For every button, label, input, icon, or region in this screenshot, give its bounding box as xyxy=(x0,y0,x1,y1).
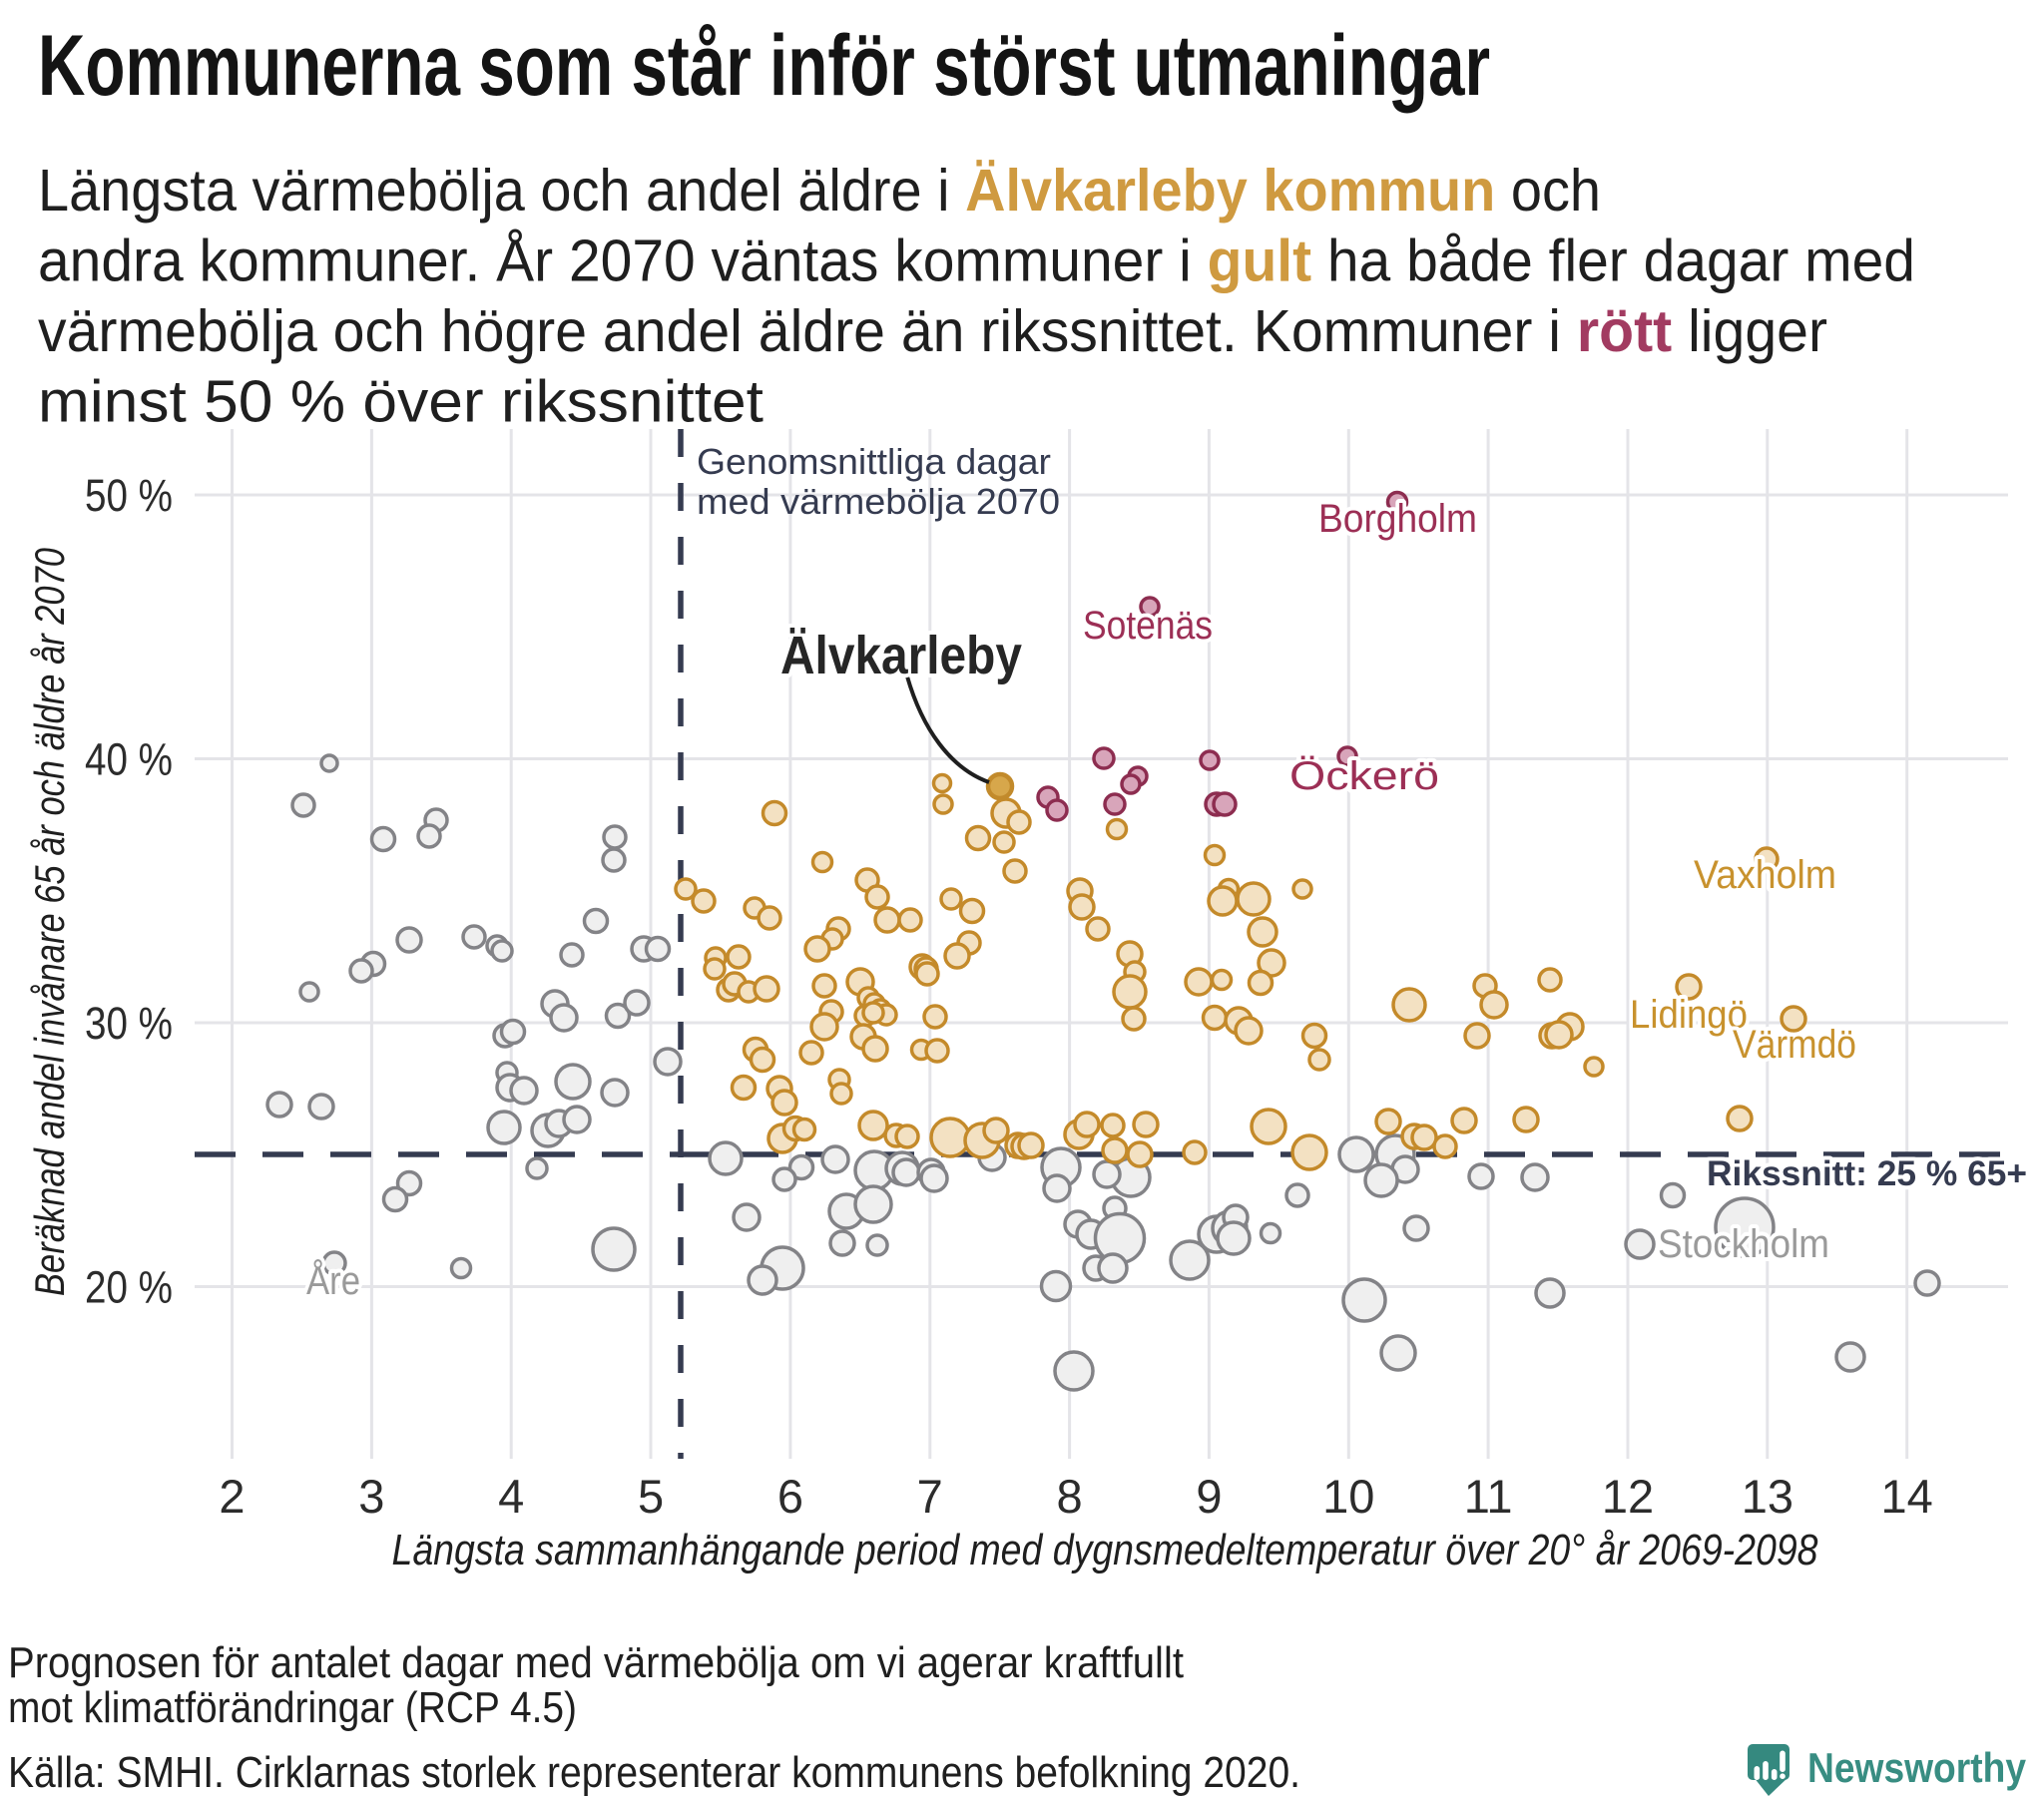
svg-text:4: 4 xyxy=(498,1470,524,1523)
svg-text:Newsworthy: Newsworthy xyxy=(1807,1744,2027,1791)
svg-text:20 %: 20 % xyxy=(85,1262,173,1313)
svg-text:5: 5 xyxy=(638,1470,664,1523)
svg-text:Åre: Åre xyxy=(306,1258,360,1303)
svg-text:3: 3 xyxy=(358,1470,384,1523)
svg-text:Rikssnitt: 25 % 65+: Rikssnitt: 25 % 65+ xyxy=(1707,1154,2027,1193)
svg-text:mot klimatförändringar (RCP 4.: mot klimatförändringar (RCP 4.5) xyxy=(8,1683,577,1732)
svg-text:11: 11 xyxy=(1464,1470,1513,1523)
svg-text:Källa: SMHI. Cirklarnas storle: Källa: SMHI. Cirklarnas storlek represen… xyxy=(8,1748,1300,1796)
svg-text:Borgholm: Borgholm xyxy=(1318,497,1477,541)
svg-text:Längsta värmebölja och andel ä: Längsta värmebölja och andel äldre i Älv… xyxy=(38,158,1601,224)
svg-text:12: 12 xyxy=(1602,1470,1654,1523)
svg-text:13: 13 xyxy=(1742,1470,1793,1523)
svg-text:andra kommuner. År 2070 väntas: andra kommuner. År 2070 väntas kommuner … xyxy=(38,228,1915,294)
svg-text:Längsta sammanhängande period: Längsta sammanhängande period med dygnsm… xyxy=(392,1526,1818,1574)
svg-text:Beräknad andel invånare 65 år: Beräknad andel invånare 65 år och äldre … xyxy=(26,547,73,1296)
svg-text:värmebölja och högre andel äld: värmebölja och högre andel äldre än riks… xyxy=(38,298,1827,364)
svg-text:8: 8 xyxy=(1057,1470,1083,1523)
svg-text:6: 6 xyxy=(777,1470,803,1523)
svg-text:Kommunerna som står inför stör: Kommunerna som står inför störst utmanin… xyxy=(38,18,1490,114)
svg-text:Värmdö: Värmdö xyxy=(1733,1023,1856,1067)
svg-text:Stockholm: Stockholm xyxy=(1658,1222,1829,1266)
svg-text:10: 10 xyxy=(1322,1470,1374,1523)
svg-text:9: 9 xyxy=(1196,1470,1222,1523)
svg-text:2: 2 xyxy=(219,1470,245,1523)
svg-text:7: 7 xyxy=(917,1470,943,1523)
svg-text:med värmebölja 2070: med värmebölja 2070 xyxy=(697,481,1060,522)
svg-text:minst 50 % över rikssnittet: minst 50 % över rikssnittet xyxy=(38,369,764,435)
svg-text:30 %: 30 % xyxy=(85,998,173,1049)
svg-text:Öckerö: Öckerö xyxy=(1289,754,1439,798)
svg-text:Genomsnittliga dagar: Genomsnittliga dagar xyxy=(697,441,1051,482)
svg-text:40 %: 40 % xyxy=(85,734,173,785)
svg-text:Älvkarleby: Älvkarleby xyxy=(780,626,1022,685)
svg-text:14: 14 xyxy=(1881,1470,1933,1523)
svg-text:Vaxholm: Vaxholm xyxy=(1694,853,1836,897)
svg-text:Sotenäs: Sotenäs xyxy=(1083,604,1213,648)
svg-text:Prognosen för antalet dagar me: Prognosen för antalet dagar med värmeböl… xyxy=(8,1638,1184,1687)
svg-text:50 %: 50 % xyxy=(85,470,173,521)
svg-text:Lidingö: Lidingö xyxy=(1630,993,1748,1037)
